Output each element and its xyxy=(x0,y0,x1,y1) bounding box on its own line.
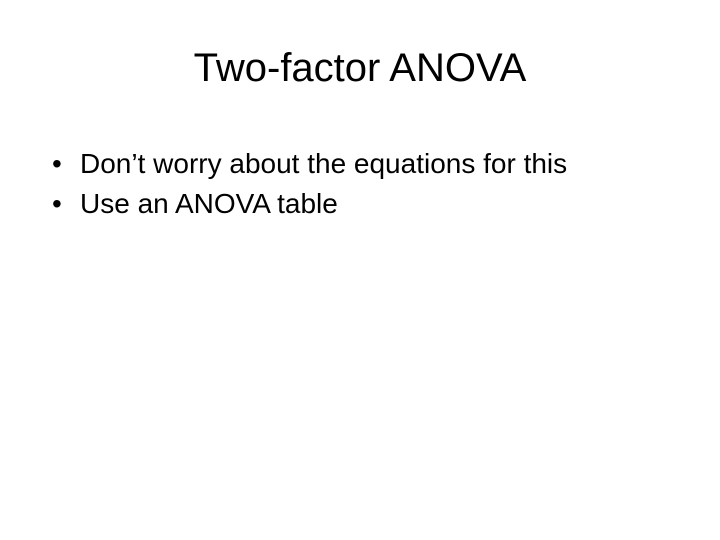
list-item: Use an ANOVA table xyxy=(52,187,720,221)
slide: Two-factor ANOVA Don’t worry about the e… xyxy=(0,0,720,540)
bullet-text: Use an ANOVA table xyxy=(80,188,338,219)
bullet-list: Don’t worry about the equations for this… xyxy=(0,147,720,221)
bullet-text: Don’t worry about the equations for this xyxy=(80,148,567,179)
list-item: Don’t worry about the equations for this xyxy=(52,147,720,181)
slide-title: Two-factor ANOVA xyxy=(0,46,720,91)
